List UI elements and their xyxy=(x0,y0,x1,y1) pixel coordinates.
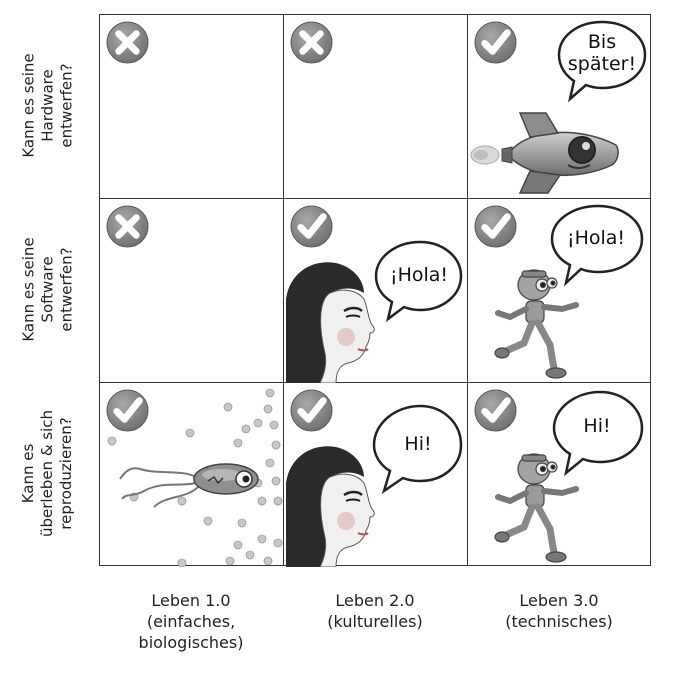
woman-illustration xyxy=(284,259,384,383)
speech-bubble: Hi! xyxy=(368,403,464,495)
row-label-hardware: Kann es seine Hardware entwerfen? xyxy=(0,14,96,196)
column-label-line: Leben 1.0 xyxy=(151,591,231,610)
cross-icon xyxy=(105,20,150,65)
cross-icon xyxy=(105,204,150,249)
row-label-line: Kann es seine xyxy=(19,236,38,342)
cell-life2-survive: Hi! xyxy=(284,383,468,567)
row-label-line: Kann es seine xyxy=(19,52,38,158)
speech-text: später! xyxy=(567,53,637,75)
cell-life3-software: ¡Hola! xyxy=(468,199,652,383)
row-label-line: entwerfen? xyxy=(57,246,76,332)
cross-icon xyxy=(289,20,334,65)
speech-text: ¡Hola! xyxy=(566,227,626,249)
speech-bubble: Hi! xyxy=(548,389,646,477)
cell-life1-software xyxy=(100,199,284,383)
column-label-line: Leben 2.0 xyxy=(335,591,415,610)
column-label-life3: Leben 3.0 (technisches) xyxy=(467,590,651,632)
speech-text: Hi! xyxy=(583,415,611,437)
cell-life3-survive: Hi! xyxy=(468,383,652,567)
grid-divider xyxy=(467,15,468,565)
row-label-line: Software xyxy=(38,255,57,323)
grid-divider xyxy=(283,15,284,565)
cell-life3-hardware: Bis später! xyxy=(468,15,652,199)
column-label-life1: Leben 1.0 (einfaches, biologisches) xyxy=(99,590,283,653)
column-label-line: Leben 3.0 xyxy=(519,591,599,610)
speech-text: Bis xyxy=(587,31,617,53)
column-label-life2: Leben 2.0 (kulturelles) xyxy=(283,590,467,632)
speech-text: Hi! xyxy=(404,433,432,455)
speech-bubble: ¡Hola! xyxy=(546,203,646,287)
speech-bubble: Bis später! xyxy=(556,19,648,103)
rocket-illustration xyxy=(468,107,628,197)
check-icon xyxy=(473,20,518,65)
check-icon xyxy=(473,388,518,433)
row-label-line: Kann es xyxy=(19,443,38,503)
life-matrix-grid: Bis später! ¡Hola! ¡Hola! xyxy=(99,14,652,567)
speech-bubble: ¡Hola! xyxy=(370,239,464,323)
row-label-line: Hardware xyxy=(38,68,57,142)
cell-life1-hardware xyxy=(100,15,284,199)
row-label-line: reproduzieren? xyxy=(57,416,76,530)
bacterium-illustration xyxy=(100,383,284,567)
check-icon xyxy=(473,204,518,249)
row-label-line: entwerfen? xyxy=(57,62,76,148)
check-icon xyxy=(289,388,334,433)
column-label-line: (kulturelles) xyxy=(327,612,423,631)
column-label-line: (einfaches, xyxy=(146,612,236,631)
grid-divider xyxy=(100,198,650,199)
check-icon xyxy=(289,204,334,249)
column-label-line: biologisches) xyxy=(138,633,244,652)
row-label-software: Kann es seine Software entwerfen? xyxy=(0,198,96,380)
cell-life2-hardware xyxy=(284,15,468,199)
speech-text: ¡Hola! xyxy=(389,264,449,286)
column-label-line: (technisches) xyxy=(505,612,613,631)
row-label-survive: Kann es überleben & sich reproduzieren? xyxy=(0,382,96,564)
row-label-line: überleben & sich xyxy=(38,409,57,537)
cell-life1-survive xyxy=(100,383,284,567)
grid-divider xyxy=(100,382,650,383)
cell-life2-software: ¡Hola! xyxy=(284,199,468,383)
